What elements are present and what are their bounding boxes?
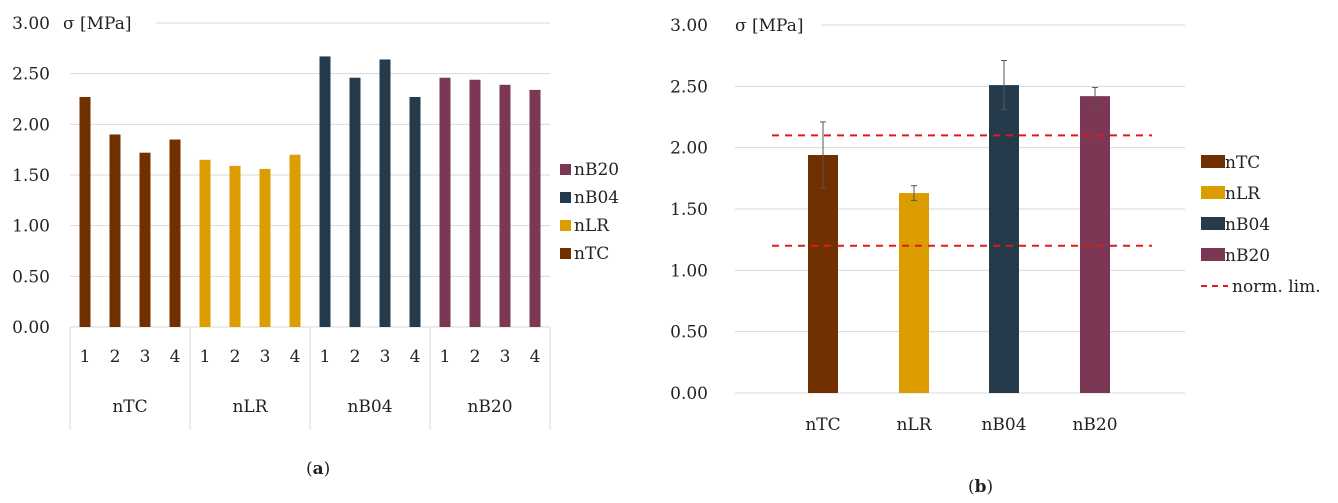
y-tick-label: 1.00 [670,261,708,281]
bar-nB20 [1080,96,1110,393]
chart-a: 0.000.501.001.502.002.503.00 σ [MPa]1 2 3 4n… [12,14,619,430]
legend-swatch-nLR [1201,186,1225,199]
caption-b: (b) [968,477,994,497]
bar-nTC-2 [109,134,121,327]
bar-nLR [899,193,929,393]
x-tick-label: nLR [896,415,932,435]
legend-label-norm-lim: norm. lim. [1232,277,1321,297]
bar-nTC [808,155,838,393]
x-tick-label: 4 [530,347,541,367]
x-tick-label: 3 [260,347,271,367]
legend-swatch-nTC [1201,155,1225,168]
bar-nB20-1 [439,77,451,327]
y-axis-label: σ [MPa] [63,14,132,34]
y-tick-label: 3.00 [670,16,708,36]
x-tick-label: 4 [290,347,301,367]
legend-swatch-nB04 [560,192,571,203]
bar-nTC-1 [79,96,91,328]
bar-nLR-1 [199,159,211,327]
x-tick-label: nB04 [981,415,1026,435]
legend-label-nTC: nTC [574,244,609,264]
bar-nB20-4 [529,89,541,327]
y-tick-label: 2.50 [12,65,50,85]
y-tick-label: 2.00 [670,139,708,159]
y-tick-label: 0.50 [12,267,50,287]
legend-swatch-nTC [560,248,571,259]
y-tick-label: 1.50 [670,200,708,220]
bar-nB20-2 [469,79,481,327]
x-tick-label: nTC [805,415,840,435]
legend-swatch-nB20 [560,164,571,175]
bar-nB20-3 [499,84,511,328]
group-label-nB04: nB04 [347,397,392,417]
caption-a: (a) [306,459,331,479]
x-tick-label: 3 [380,347,391,367]
x-tick-label: 3 [140,347,151,367]
legend-label-nB20: nB20 [1225,246,1270,266]
bar-nB04 [989,85,1019,394]
y-tick-label: 2.00 [12,115,50,135]
legend-label-nB20: nB20 [574,160,619,180]
bar-nLR-4 [289,154,301,327]
bar-nB04-4 [409,96,421,328]
y-tick-label: 0.00 [12,318,50,338]
x-tick-label: 2 [230,347,241,367]
group-label-nLR: nLR [232,397,268,417]
bar-nLR-2 [229,165,241,327]
legend-label-nB04: nB04 [574,188,619,208]
legend-swatch-nLR [560,220,571,231]
group-label-nTC: nTC [112,397,147,417]
bar-nLR-3 [259,168,271,327]
bar-nB04-2 [349,77,361,327]
y-tick-label: 2.50 [670,77,708,97]
y-tick-label: 0.50 [670,323,708,343]
x-tick-label: 1 [320,347,331,367]
legend-label-nLR: nLR [574,216,610,236]
x-tick-label: 4 [170,347,181,367]
y-tick-label: 0.00 [670,384,708,404]
x-tick-label: 2 [350,347,361,367]
x-tick-label: 1 [200,347,211,367]
x-tick-label: nB20 [1072,415,1117,435]
x-tick-label: 1 [80,347,91,367]
legend-swatch-nB20 [1201,248,1225,261]
y-axis-label: σ [MPa] [735,16,804,36]
bar-nB04-3 [379,59,391,327]
bar-nTC-4 [169,139,181,327]
y-tick-label: 3.00 [12,14,50,34]
chart-b: 0.00 0.50 1.00 1.50 2.00 2.50 3.00 σ [MPa] nTC nL… [670,16,1321,435]
y-tick-label: 1.50 [12,166,50,186]
group-label-nB20: nB20 [467,397,512,417]
y-tick-label: 1.00 [12,217,50,237]
legend-label-nLR: nLR [1225,184,1261,204]
legend-label-nTC: nTC [1225,153,1260,173]
x-tick-label: 3 [500,347,511,367]
bar-nB04-1 [319,56,331,327]
legend-swatch-nB04 [1201,217,1225,230]
legend-label-nB04: nB04 [1225,215,1270,235]
bar-nTC-3 [139,152,151,327]
x-tick-label: 2 [110,347,121,367]
x-tick-label: 2 [470,347,481,367]
x-tick-label: 4 [410,347,421,367]
x-tick-label: 1 [440,347,451,367]
